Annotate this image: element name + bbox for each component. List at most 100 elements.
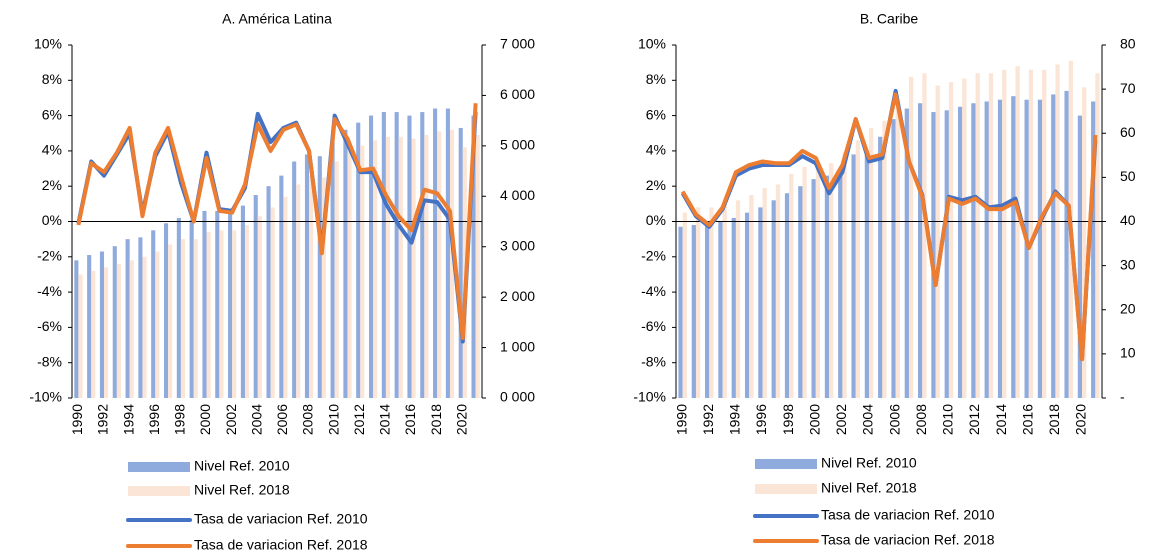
bar <box>962 78 967 398</box>
bar <box>87 255 92 398</box>
x-tick-label: 2020 <box>453 404 469 435</box>
bar <box>125 239 130 398</box>
bar <box>317 156 322 398</box>
x-tick-label: 2008 <box>913 404 929 435</box>
x-tick-label: 2018 <box>428 404 444 435</box>
chart-title: A. América Latina <box>222 11 332 27</box>
y2-tick-label: 30 <box>1120 256 1136 272</box>
bar <box>1082 87 1087 399</box>
legend-label: Nivel Ref. 2018 <box>194 482 290 498</box>
y-tick-label: -10% <box>29 389 62 405</box>
bar <box>270 207 275 398</box>
y-tick-label: -4% <box>37 283 62 299</box>
bar <box>321 177 326 398</box>
bar <box>735 200 741 398</box>
bar <box>691 225 696 398</box>
y-tick-label: -2% <box>641 248 666 264</box>
x-tick-label: 2020 <box>1073 404 1089 435</box>
x-tick-label: 1992 <box>95 404 111 435</box>
y-tick-label: 10% <box>638 36 666 52</box>
bar <box>381 112 386 398</box>
bar <box>433 108 438 398</box>
bar <box>948 82 954 398</box>
bar <box>775 184 781 398</box>
bar <box>855 140 860 398</box>
bar <box>802 166 807 398</box>
bar <box>176 217 181 398</box>
bar <box>151 230 156 398</box>
bar <box>1028 69 1034 399</box>
bar <box>771 200 776 398</box>
x-tick-label: 2014 <box>993 404 1009 435</box>
y2-tick-label: 5 000 <box>500 137 535 153</box>
bar <box>1002 69 1007 399</box>
y2-tick-label: 1 000 <box>500 338 535 354</box>
bar <box>420 112 425 398</box>
bar <box>908 76 914 399</box>
y-tick-label: -8% <box>37 353 62 369</box>
y-tick-label: -2% <box>37 248 62 264</box>
bar <box>988 73 994 399</box>
y-tick-label: 6% <box>42 106 62 122</box>
bar <box>1011 96 1016 398</box>
y2-tick-label: 6 000 <box>500 86 535 102</box>
bar <box>731 217 736 398</box>
y-tick-label: 4% <box>42 142 62 158</box>
y2-tick-label: 40 <box>1120 212 1136 228</box>
bar <box>944 110 949 399</box>
bar <box>922 73 927 399</box>
bar <box>798 186 803 398</box>
bar <box>709 207 714 398</box>
y-tick-label: -6% <box>641 318 666 334</box>
x-tick-label: 1992 <box>700 404 716 435</box>
bar <box>682 212 687 398</box>
bar <box>829 163 834 398</box>
y-tick-label: 8% <box>42 71 62 87</box>
bar <box>1015 66 1020 399</box>
legend-label: Nivel Ref. 2010 <box>194 458 290 474</box>
x-tick-label: 2002 <box>833 404 849 435</box>
bar <box>206 232 211 398</box>
y2-tick-label: 7 000 <box>500 36 535 52</box>
bar <box>1095 73 1100 399</box>
bar <box>74 260 79 398</box>
x-tick-label: 2006 <box>886 404 902 435</box>
y-tick-label: -8% <box>641 353 666 369</box>
bar <box>228 210 233 398</box>
y2-tick-label: - <box>1120 389 1125 405</box>
bar <box>1091 101 1096 398</box>
bar <box>864 150 870 398</box>
bar <box>347 150 352 398</box>
bar <box>244 225 250 398</box>
y-tick-label: 8% <box>646 71 666 87</box>
bar <box>257 216 262 398</box>
bar <box>471 115 476 398</box>
bar <box>882 120 887 399</box>
x-tick-label: 1994 <box>727 404 743 435</box>
bar <box>449 129 455 398</box>
legend-label: Nivel Ref. 2018 <box>821 480 917 496</box>
bar <box>758 207 763 398</box>
y-tick-label: -10% <box>633 389 666 405</box>
x-tick-label: 1990 <box>69 404 85 435</box>
bar <box>373 140 378 398</box>
bar <box>155 251 160 398</box>
bar <box>935 85 940 398</box>
bar <box>975 73 980 399</box>
x-tick-label: 2006 <box>274 404 290 435</box>
bar <box>878 136 883 398</box>
y-tick-label: 10% <box>34 36 62 52</box>
x-tick-label: 2012 <box>351 404 367 435</box>
line <box>76 103 478 340</box>
bar <box>784 193 790 398</box>
bar <box>91 270 96 398</box>
line <box>76 111 478 344</box>
bar <box>99 251 105 398</box>
x-tick-label: 2010 <box>325 404 341 435</box>
y-tick-label: 2% <box>646 177 666 193</box>
legend-label: Tasa de variacion Ref. 2010 <box>821 507 995 523</box>
bar <box>1037 99 1043 398</box>
bar <box>180 239 186 398</box>
bar <box>309 175 314 398</box>
bar <box>1064 90 1069 398</box>
